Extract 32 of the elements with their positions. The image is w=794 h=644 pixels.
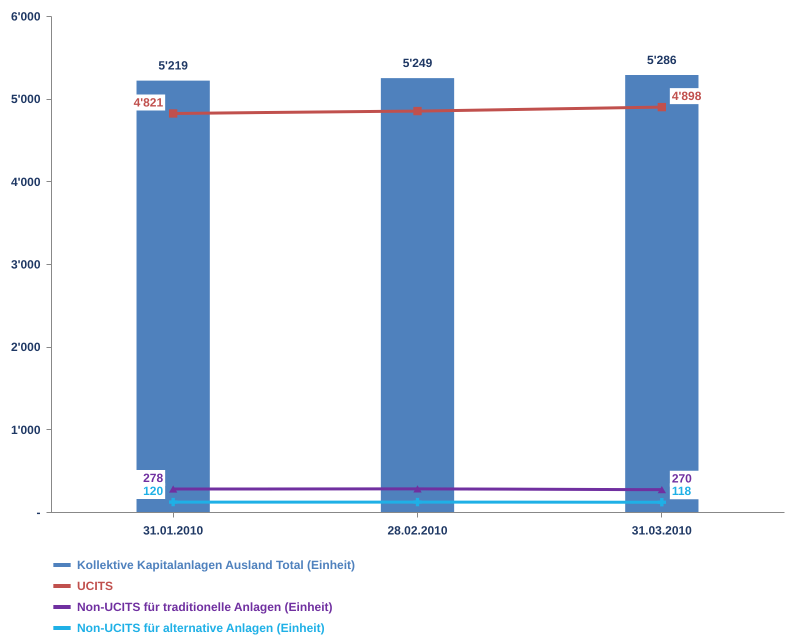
y-tick-label: 6'000 xyxy=(10,10,41,24)
point xyxy=(168,498,178,506)
data-label: 5'286 xyxy=(647,53,677,68)
data-label: 118 xyxy=(672,484,692,498)
point xyxy=(658,486,666,494)
point xyxy=(658,498,666,506)
data-label: 5'249 xyxy=(402,56,433,70)
y-tick-label: 3'000 xyxy=(10,258,41,272)
data-label: 270 xyxy=(672,472,692,486)
point xyxy=(413,485,422,492)
data-label: 278 xyxy=(143,471,164,486)
legend-label: UCITS xyxy=(77,579,113,593)
y-tick-label: 1'000 xyxy=(10,422,41,437)
data-label: 5'219 xyxy=(158,58,188,73)
point xyxy=(168,485,178,493)
x-tick-label: 28.02.2010 xyxy=(387,524,448,538)
legend-label: Non-UCITS für alternative Anlagen (Einheit) xyxy=(77,621,325,635)
x-tick-label: 31.03.2010 xyxy=(632,524,692,538)
x-tick-label: 31.01.2010 xyxy=(143,524,204,538)
data-label: 4'898 xyxy=(672,89,702,104)
point xyxy=(658,102,666,112)
data-label: 4'821 xyxy=(134,95,164,110)
y-tick-label: - xyxy=(36,506,40,520)
y-tick-label: 2'000 xyxy=(10,340,41,354)
data-label: 120 xyxy=(143,484,164,498)
point xyxy=(413,498,422,506)
point xyxy=(413,106,422,116)
y-tick-label: 5'000 xyxy=(10,92,41,106)
legend-label: Non-UCITS für traditionelle Anlagen (Einheit) xyxy=(77,600,333,614)
y-tick-label: 4'000 xyxy=(10,174,41,189)
legend-label: Kollektive Kapitalanlagen Ausland Total (Einheit) xyxy=(77,558,356,572)
point xyxy=(168,109,178,118)
